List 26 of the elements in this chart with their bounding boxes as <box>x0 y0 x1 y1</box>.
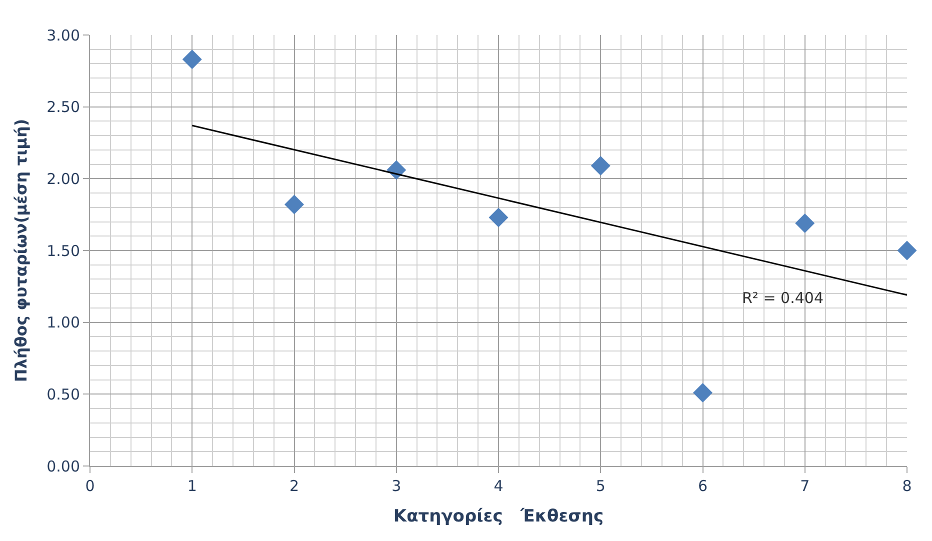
x-tick-label: 3 <box>392 477 402 495</box>
x-tick-label: 0 <box>85 477 95 495</box>
x-tick-label: 6 <box>698 477 708 495</box>
point <box>590 156 610 176</box>
point <box>182 50 202 70</box>
y-tick-label: 3.00 <box>46 26 80 44</box>
y-tick-label: 2.50 <box>46 98 80 116</box>
point <box>795 213 815 233</box>
y-tick-label: 0.00 <box>46 457 80 476</box>
x-tick-label: 1 <box>187 477 197 495</box>
point <box>488 208 508 228</box>
x-axis-title: Κατηγορίες Έκθεσης <box>393 506 604 526</box>
x-tick-label: 4 <box>494 477 504 495</box>
point <box>693 382 712 402</box>
y-tick-label: 1.00 <box>46 314 80 332</box>
y-tick-label: 2.00 <box>46 170 80 188</box>
x-tick-label: 7 <box>800 477 810 495</box>
point <box>897 240 917 260</box>
x-tick-label: 8 <box>902 477 912 495</box>
x-tick-label: 5 <box>596 477 606 495</box>
annotation: R² = 0.404 <box>742 289 824 307</box>
y-tick-label: 0.50 <box>46 385 80 404</box>
y-tick-label: 1.50 <box>46 242 80 260</box>
point <box>284 194 304 214</box>
y-axis-title: Πλήθος φυταρίων(μέση τιμή) <box>11 118 30 382</box>
x-tick-label: 2 <box>289 477 300 495</box>
